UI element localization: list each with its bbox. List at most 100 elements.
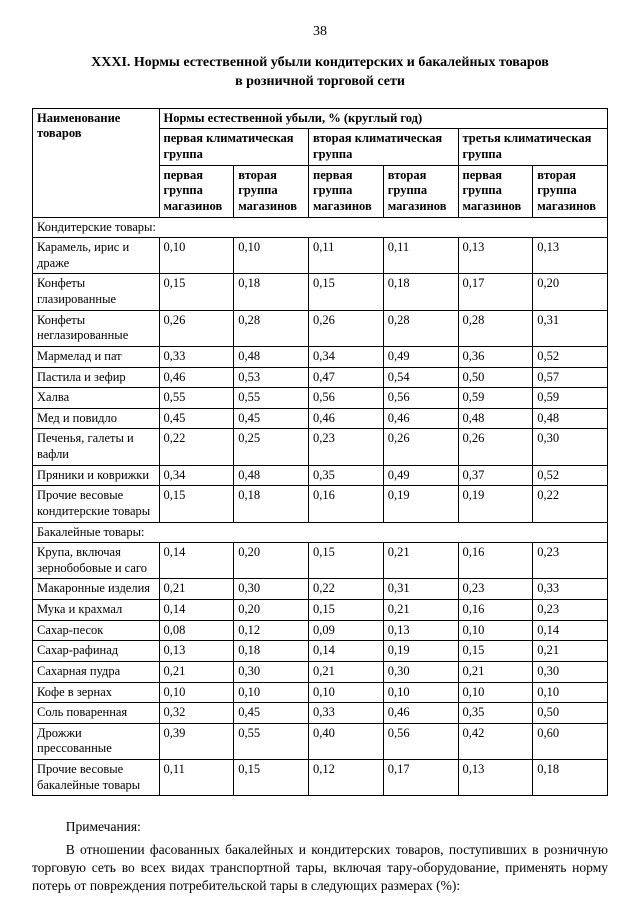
cell-value: 0,15 [309, 543, 384, 579]
table-header: Наименование товаров Нормы естественной … [33, 108, 608, 217]
cell-value: 0,37 [458, 465, 533, 486]
row-name: Мука и крахмал [33, 600, 160, 621]
cell-value: 0,09 [309, 620, 384, 641]
cell-value: 0,10 [159, 238, 234, 274]
cell-value: 0,10 [159, 682, 234, 703]
cell-value: 0,45 [234, 408, 309, 429]
cell-value: 0,31 [533, 310, 608, 346]
title-line-2: в розничной торговой сети [235, 74, 405, 89]
cell-value: 0,14 [309, 641, 384, 662]
cell-value: 0,28 [458, 310, 533, 346]
table-row: Мед и повидло0,450,450,460,460,480,48 [33, 408, 608, 429]
cell-value: 0,59 [533, 388, 608, 409]
table-row: Мука и крахмал0,140,200,150,210,160,23 [33, 600, 608, 621]
table-row: Карамель, ирис и драже0,100,100,110,110,… [33, 238, 608, 274]
cell-value: 0,20 [234, 543, 309, 579]
cell-value: 0,14 [159, 543, 234, 579]
cell-value: 0,36 [458, 346, 533, 367]
row-name: Карамель, ирис и драже [33, 238, 160, 274]
cell-value: 0,13 [383, 620, 458, 641]
cell-value: 0,34 [159, 465, 234, 486]
cell-value: 0,19 [383, 641, 458, 662]
cell-value: 0,26 [309, 310, 384, 346]
cell-value: 0,30 [234, 579, 309, 600]
cell-value: 0,21 [159, 661, 234, 682]
cell-value: 0,28 [234, 310, 309, 346]
cell-value: 0,18 [533, 760, 608, 796]
cell-value: 0,20 [533, 274, 608, 310]
table-row: Пастила и зефир0,460,530,470,540,500,57 [33, 367, 608, 388]
cell-value: 0,46 [159, 367, 234, 388]
table-row: Соль поваренная0,320,450,330,460,350,50 [33, 703, 608, 724]
cell-value: 0,22 [159, 429, 234, 465]
cell-value: 0,28 [383, 310, 458, 346]
cell-value: 0,20 [234, 600, 309, 621]
cell-value: 0,30 [234, 661, 309, 682]
cell-value: 0,55 [159, 388, 234, 409]
cell-value: 0,18 [383, 274, 458, 310]
cell-value: 0,31 [383, 579, 458, 600]
cell-value: 0,56 [383, 388, 458, 409]
cell-value: 0,08 [159, 620, 234, 641]
cell-value: 0,48 [234, 346, 309, 367]
row-name: Сахар-рафинад [33, 641, 160, 662]
cell-value: 0,35 [458, 703, 533, 724]
cell-value: 0,11 [309, 238, 384, 274]
col-sub-1a: первая группа магазинов [159, 165, 234, 217]
cell-value: 0,34 [309, 346, 384, 367]
cell-value: 0,21 [383, 600, 458, 621]
section-label: Кондитерские товары: [33, 217, 608, 238]
cell-value: 0,26 [458, 429, 533, 465]
cell-value: 0,13 [159, 641, 234, 662]
cell-value: 0,48 [458, 408, 533, 429]
cell-value: 0,33 [533, 579, 608, 600]
cell-value: 0,10 [458, 682, 533, 703]
cell-value: 0,42 [458, 723, 533, 759]
col-spanning: Нормы естественной убыли, % (круглый год… [159, 108, 608, 129]
col-group-3: третья климатическая группа [458, 129, 608, 165]
cell-value: 0,22 [309, 579, 384, 600]
cell-value: 0,15 [159, 274, 234, 310]
cell-value: 0,40 [309, 723, 384, 759]
table-row: Кофе в зернах0,100,100,100,100,100,10 [33, 682, 608, 703]
cell-value: 0,14 [159, 600, 234, 621]
cell-value: 0,10 [383, 682, 458, 703]
cell-value: 0,13 [533, 238, 608, 274]
cell-value: 0,16 [309, 486, 384, 522]
row-name: Макаронные изделия [33, 579, 160, 600]
cell-value: 0,55 [234, 388, 309, 409]
cell-value: 0,10 [458, 620, 533, 641]
row-name: Халва [33, 388, 160, 409]
table-row: Сахар-песок0,080,120,090,130,100,14 [33, 620, 608, 641]
row-name: Конфеты глазированные [33, 274, 160, 310]
row-name: Соль поваренная [33, 703, 160, 724]
cell-value: 0,55 [234, 723, 309, 759]
cell-value: 0,48 [234, 465, 309, 486]
cell-value: 0,33 [309, 703, 384, 724]
cell-value: 0,15 [159, 486, 234, 522]
row-name: Мед и повидло [33, 408, 160, 429]
cell-value: 0,23 [458, 579, 533, 600]
section-label: Бакалейные товары: [33, 522, 608, 543]
table-row: Прочие весовые кондитерские товары0,150,… [33, 486, 608, 522]
table-row: Печенья, галеты и вафли0,220,250,230,260… [33, 429, 608, 465]
table-row: Прочие весовые бакалейные товары0,110,15… [33, 760, 608, 796]
page-number: 38 [32, 24, 608, 40]
cell-value: 0,47 [309, 367, 384, 388]
cell-value: 0,14 [533, 620, 608, 641]
cell-value: 0,52 [533, 346, 608, 367]
cell-value: 0,52 [533, 465, 608, 486]
cell-value: 0,32 [159, 703, 234, 724]
cell-value: 0,10 [309, 682, 384, 703]
cell-value: 0,10 [533, 682, 608, 703]
row-name: Печенья, галеты и вафли [33, 429, 160, 465]
section-title: XXXI. Нормы естественной убыли кондитерс… [32, 54, 608, 92]
notes-heading: Примечания: [32, 818, 608, 836]
cell-value: 0,16 [458, 543, 533, 579]
table-row: Сахар-рафинад0,130,180,140,190,150,21 [33, 641, 608, 662]
cell-value: 0,23 [533, 600, 608, 621]
cell-value: 0,15 [234, 760, 309, 796]
cell-value: 0,11 [159, 760, 234, 796]
cell-value: 0,23 [309, 429, 384, 465]
cell-value: 0,16 [458, 600, 533, 621]
